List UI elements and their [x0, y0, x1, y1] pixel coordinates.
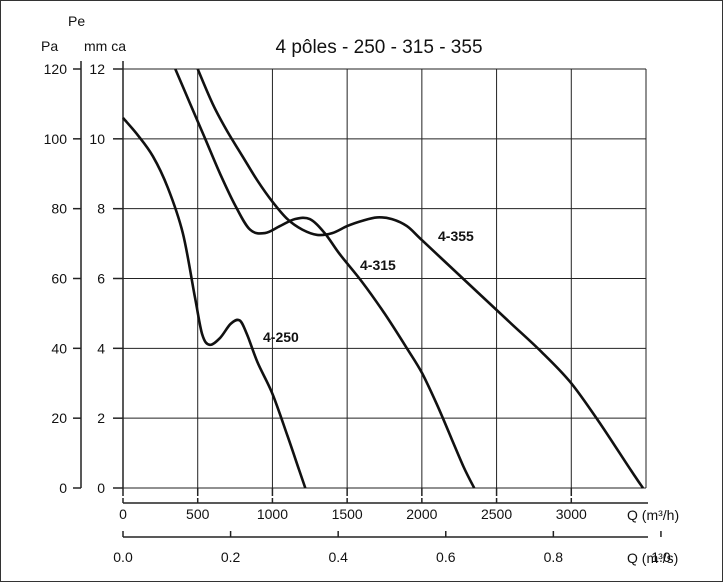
x-tick-label-m3h: 0 [119, 506, 127, 522]
x-tick-label-m3s: 0.2 [221, 549, 241, 565]
y-tick-label-mmca: 6 [97, 271, 105, 287]
grid [122, 68, 647, 489]
x-tick-label-m3s: 1.0 [651, 549, 671, 565]
series-curve-4-250 [122, 117, 307, 489]
y-tick-label-pa: 120 [44, 61, 68, 77]
y-tick-label-mmca: 8 [97, 201, 105, 217]
x-tick-label-m3s: 0.6 [436, 549, 456, 565]
y-unit-right-line2: mm ca [84, 38, 126, 54]
series-label-4-250: 4-250 [263, 329, 299, 345]
x-tick-label-m3h: 500 [186, 506, 210, 522]
chart-title: 4 pôles - 250 - 315 - 355 [275, 37, 482, 58]
x-tick-label-m3h: 2500 [481, 506, 512, 522]
x-tick-label-m3h: 2000 [406, 506, 437, 522]
axes [73, 61, 662, 538]
curves [122, 68, 645, 489]
y-tick-label-mmca: 12 [89, 61, 105, 77]
y-tick-label-mmca: 2 [97, 410, 105, 426]
y-tick-label-pa: 80 [51, 201, 67, 217]
y-unit-right-line1: Pe [68, 13, 85, 29]
y-tick-label-mmca: 0 [97, 480, 105, 496]
series-curve-4-355 [196, 68, 645, 489]
x-tick-label-m3s: 0.8 [544, 549, 564, 565]
y-tick-label-pa: 20 [51, 410, 67, 426]
y-tick-label-pa: 100 [44, 131, 68, 147]
series-curve-4-315 [174, 68, 476, 489]
x-tick-label-m3h: 1500 [332, 506, 363, 522]
series-label-4-315: 4-315 [360, 257, 396, 273]
y-tick-label-pa: 0 [59, 480, 67, 496]
series-label-4-355: 4-355 [438, 228, 474, 244]
x-tick-label-m3h: 1000 [257, 506, 288, 522]
x-unit-bottom: Q (m³/s) [627, 550, 678, 566]
x-tick-label-m3h: 3000 [556, 506, 587, 522]
y-tick-label-pa: 60 [51, 271, 67, 287]
y-tick-label-pa: 40 [51, 340, 67, 356]
x-unit-top: Q (m³/h) [627, 507, 679, 523]
y-tick-label-mmca: 4 [97, 340, 105, 356]
x-tick-label-m3s: 0.4 [328, 549, 348, 565]
y-unit-left: Pa [41, 38, 58, 54]
x-tick-label-m3s: 0.0 [113, 549, 133, 565]
y-tick-label-mmca: 10 [89, 131, 105, 147]
